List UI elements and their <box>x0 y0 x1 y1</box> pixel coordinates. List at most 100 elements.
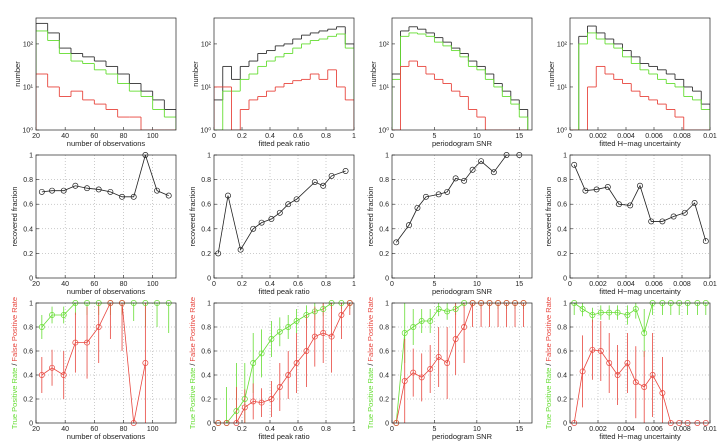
data-point <box>311 179 318 186</box>
x-tick-label: 15 <box>515 133 523 140</box>
x-tick-label: 0.01 <box>703 133 717 140</box>
x-tick-label: 10 <box>473 426 481 433</box>
x-axis-label: number of observations <box>67 432 146 441</box>
data-layer <box>395 303 524 423</box>
data-point <box>418 374 425 381</box>
data-layer <box>41 155 169 198</box>
data-point <box>444 360 451 366</box>
x-tick-label: 0 <box>568 281 572 288</box>
y-tick-label: 1 <box>563 301 567 308</box>
axes-box <box>569 17 711 131</box>
data-point <box>225 192 231 199</box>
data-point <box>681 209 688 216</box>
data-point <box>107 188 114 195</box>
plot-area <box>214 18 354 130</box>
data-point <box>614 309 621 316</box>
x-axis-label: fitted H−mag uncertainty <box>599 287 681 296</box>
y-tick-label: 0.4 <box>379 226 389 233</box>
data-point <box>268 396 275 402</box>
data-line <box>41 303 146 423</box>
data-point <box>293 360 300 366</box>
x-tick-label: 40 <box>61 133 69 140</box>
y-tick-label: 1 <box>207 301 211 308</box>
y-tick-label: 0.8 <box>23 177 33 184</box>
y-tick-label: 0 <box>563 421 567 428</box>
y-tick-label: 0.2 <box>201 251 211 258</box>
data-point <box>154 187 160 194</box>
x-tick-label: 80 <box>120 133 128 140</box>
y-tick-label: 0 <box>29 421 33 428</box>
data-point <box>268 336 275 342</box>
y-axis-label: recovered fraction <box>366 186 375 246</box>
y-tick-label: 1 <box>207 153 211 160</box>
y-tick-label: 0.6 <box>201 202 211 209</box>
plot-area <box>570 18 710 130</box>
data-point <box>490 169 497 176</box>
x-axis-label: periodogram SNR <box>432 139 493 148</box>
data-point <box>452 175 459 182</box>
y-tick-label: 0.8 <box>379 177 389 184</box>
y-tick-label: 0.8 <box>379 325 389 332</box>
data-point <box>60 312 67 318</box>
data-layer <box>36 22 176 130</box>
x-tick-label: 0 <box>212 426 216 433</box>
data-point <box>215 250 222 257</box>
data-point <box>691 200 698 206</box>
x-tick-label: 0.008 <box>673 133 691 140</box>
plot-area <box>392 18 532 130</box>
y-tick-label: 0 <box>29 276 33 283</box>
axes-box <box>569 302 711 424</box>
y-axis-label: recovered fraction <box>188 186 197 246</box>
x-tick-label: 1 <box>352 133 356 140</box>
y-tick-label: 0.6 <box>557 349 567 356</box>
data-layer <box>573 303 707 423</box>
data-point <box>285 324 292 330</box>
y-axis-label: recovered fraction <box>10 186 19 246</box>
x-tick-label: 1 <box>352 426 356 433</box>
x-tick-label: 0.8 <box>321 281 331 288</box>
y-axis-label: True Positive Rate /False Positive Rate <box>10 297 19 429</box>
x-tick-label: 0.008 <box>673 426 691 433</box>
x-tick-label: 100 <box>147 426 159 433</box>
data-point <box>624 360 631 366</box>
data-point <box>606 309 613 316</box>
axes-box <box>391 17 533 131</box>
y-tick-label: 0.4 <box>23 373 33 380</box>
panel: 10⁰ 10¹ 10² 0 0.002 0.004 0.006 0.008 0.01 fitted… <box>547 17 717 148</box>
data-point <box>593 186 600 193</box>
data-point <box>320 330 327 336</box>
data-point <box>84 185 90 192</box>
axes-box <box>569 154 711 279</box>
data-point <box>250 225 257 232</box>
y-tick-label: 0.4 <box>201 226 211 233</box>
y-tick-label: 10¹ <box>379 84 390 91</box>
y-tick-label: 0.8 <box>557 177 567 184</box>
data-point <box>444 188 451 195</box>
y-axis-label-part: True Positive Rate <box>366 368 375 429</box>
x-tick-label: 0.008 <box>673 281 691 288</box>
plot-area <box>570 155 710 278</box>
data-point <box>241 404 248 411</box>
data-line <box>41 155 169 198</box>
data-point <box>49 364 55 371</box>
data-point <box>632 379 639 386</box>
x-tick-label: 15 <box>515 281 523 288</box>
y-tick-label: 10⁰ <box>556 127 567 135</box>
y-tick-label: 10¹ <box>23 84 34 91</box>
x-tick-label: 0 <box>568 426 572 433</box>
data-point <box>311 308 318 315</box>
data-point <box>641 384 648 390</box>
y-tick-label: 10² <box>557 41 568 48</box>
x-tick-label: 0.006 <box>645 281 663 288</box>
y-tick-label: 1 <box>563 153 567 160</box>
y-axis-label: True Positive Rate /False Positive Rate <box>366 297 375 429</box>
data-point <box>444 308 451 315</box>
data-point <box>285 201 292 208</box>
data-line <box>41 303 169 328</box>
data-point <box>579 368 586 375</box>
y-tick-label: 0.8 <box>201 325 211 332</box>
axes-box <box>35 302 177 424</box>
data-line <box>573 303 706 335</box>
data-point <box>293 318 300 324</box>
y-tick-label: 10⁰ <box>200 127 211 135</box>
